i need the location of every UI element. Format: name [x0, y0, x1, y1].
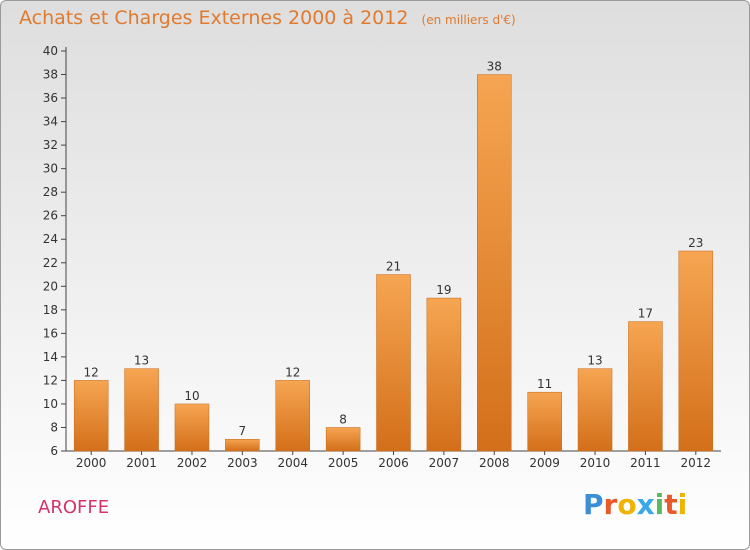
x-tick-label: 2012 [681, 456, 712, 470]
logo-letter: i [677, 488, 688, 521]
bar [577, 368, 613, 452]
y-tick-label: 12 [43, 373, 58, 387]
y-tick-label: 32 [43, 138, 58, 152]
bar [124, 368, 159, 452]
bar [225, 438, 260, 452]
bar-value-label: 23 [688, 236, 703, 250]
x-tick-label: 2004 [277, 456, 308, 470]
y-tick-label: 38 [43, 68, 58, 82]
y-tick-label: 40 [43, 44, 58, 58]
y-tick-label: 16 [43, 326, 58, 340]
y-tick-label: 30 [43, 162, 58, 176]
y-tick-label: 6 [50, 444, 58, 458]
y-tick-label: 8 [50, 420, 58, 434]
y-tick-label: 28 [43, 185, 58, 199]
y-tick-label: 18 [43, 303, 58, 317]
chart-subtitle: (en milliers d'€) [421, 13, 516, 27]
x-tick-label: 2001 [126, 456, 157, 470]
bar-value-label: 10 [184, 389, 199, 403]
chart-title: Achats et Charges Externes 2000 à 2012 [19, 7, 409, 29]
y-tick-label: 36 [43, 91, 58, 105]
logo-letter: o [617, 488, 637, 521]
bar-value-label: 8 [339, 412, 347, 426]
x-tick-label: 2003 [227, 456, 258, 470]
logo-letter: t [664, 488, 678, 521]
bar-value-label: 7 [239, 424, 247, 438]
x-tick-label: 2009 [529, 456, 560, 470]
bar [426, 297, 462, 452]
x-tick-label: 2006 [378, 456, 409, 470]
bar [376, 274, 411, 452]
y-tick-label: 14 [43, 350, 58, 364]
logo-letter: r [603, 488, 618, 521]
y-tick-label: 24 [43, 232, 58, 246]
y-tick-label: 10 [43, 397, 58, 411]
bar [527, 391, 562, 452]
bar [325, 427, 361, 452]
bar-value-label: 12 [84, 365, 99, 379]
x-tick-label: 2011 [630, 456, 661, 470]
y-tick-label: 22 [43, 256, 58, 270]
bar [174, 403, 210, 452]
x-tick-label: 2000 [76, 456, 107, 470]
proxiti-logo: Proxiti [583, 488, 687, 521]
logo-letter: P [583, 488, 604, 521]
y-tick-label: 26 [43, 209, 58, 223]
bar [275, 380, 310, 452]
x-tick-label: 2010 [580, 456, 611, 470]
bar-value-label: 11 [537, 377, 552, 391]
bar [73, 380, 109, 452]
bar-value-label: 13 [134, 354, 149, 368]
x-tick-label: 2002 [177, 456, 208, 470]
commune-name: AROFFE [38, 497, 110, 518]
bar-value-label: 19 [436, 283, 451, 297]
x-tick-label: 2007 [429, 456, 460, 470]
bar-value-label: 38 [487, 60, 502, 74]
title-row: Achats et Charges Externes 2000 à 2012 (… [19, 7, 516, 29]
x-tick-label: 2008 [479, 456, 510, 470]
bar-value-label: 12 [285, 365, 300, 379]
bar [678, 250, 714, 452]
bar-value-label: 21 [386, 260, 401, 274]
bar-value-label: 13 [587, 354, 602, 368]
bar [628, 321, 663, 452]
bar-value-label: 17 [638, 307, 653, 321]
logo-letter: i [654, 488, 665, 521]
logo-letter: x [636, 488, 655, 521]
x-tick-label: 2005 [328, 456, 359, 470]
bar [477, 74, 512, 452]
y-tick-label: 20 [43, 279, 58, 293]
y-tick-label: 34 [43, 115, 58, 129]
